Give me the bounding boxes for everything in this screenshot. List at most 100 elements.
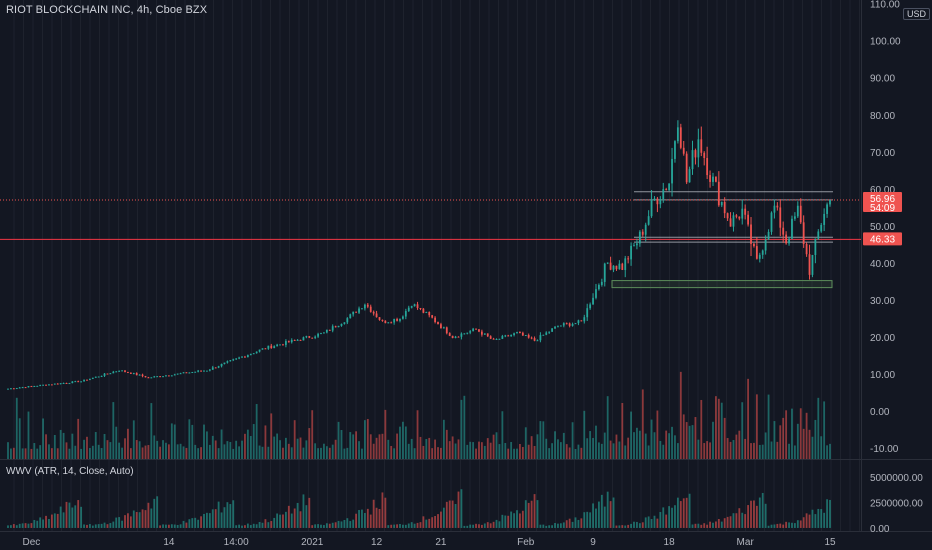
- candle-body: [586, 308, 589, 318]
- candle-body: [609, 262, 612, 270]
- candle-body: [521, 332, 524, 336]
- volume-bar: [33, 443, 36, 459]
- volume-bar: [279, 440, 281, 459]
- volume-bar: [311, 410, 314, 459]
- candle-body: [498, 338, 501, 340]
- wwv-bar: [311, 525, 314, 528]
- candle-body: [314, 336, 317, 338]
- wwv-bar: [53, 513, 56, 528]
- volume-bar: [138, 441, 141, 459]
- volume-bar: [77, 418, 80, 459]
- wwv-bar: [284, 511, 287, 528]
- candle-body: [413, 304, 416, 307]
- volume-bar: [829, 443, 831, 459]
- candle-body: [270, 345, 273, 349]
- volume-bar: [735, 434, 738, 459]
- candle-body: [165, 375, 167, 377]
- volume-bar: [352, 434, 355, 459]
- wwv-bar: [735, 513, 738, 528]
- time-axis[interactable]: Dec 14 14:00 2021 12 21 Feb 9 18 Mar 15: [23, 537, 836, 548]
- wwv-bar: [799, 520, 802, 528]
- wwv-bar: [577, 519, 580, 528]
- time-tick-label: 21: [435, 537, 447, 548]
- volume-bar: [644, 433, 647, 459]
- volume-bar: [636, 427, 638, 459]
- volume-bar: [715, 396, 717, 459]
- volume-bar: [595, 425, 597, 459]
- candle-body: [124, 370, 126, 372]
- wwv-bar: [106, 524, 109, 528]
- volume-bar: [290, 447, 293, 459]
- wwv-bar: [703, 523, 706, 528]
- candle-body: [829, 200, 831, 205]
- wwv-bar: [609, 501, 612, 528]
- candle-body: [434, 317, 436, 323]
- volume-bar: [495, 432, 498, 459]
- candle-body: [703, 152, 706, 158]
- candle-body: [399, 318, 401, 321]
- candle-body: [71, 381, 74, 384]
- wwv-bar: [557, 523, 559, 528]
- candle-body: [296, 339, 299, 341]
- candle-body: [402, 316, 404, 319]
- volume-bar: [463, 395, 466, 459]
- volume-bar: [296, 438, 299, 459]
- indicator-label[interactable]: WWV (ATR, 14, Close, Auto): [6, 466, 134, 477]
- wwv-bar: [644, 517, 647, 528]
- indicator-axis[interactable]: 5000000.00 2500000.00 0.00: [870, 473, 923, 535]
- wwv-bar: [112, 521, 115, 528]
- volume-bar: [363, 420, 366, 459]
- currency-label[interactable]: USD: [902, 8, 930, 20]
- candle-body: [720, 201, 723, 206]
- chart-title[interactable]: RIOT BLOCKCHAIN INC, 4h, Cboe BZX: [6, 4, 208, 16]
- volume-bar: [761, 444, 764, 459]
- price-axis[interactable]: 110.00 100.00 90.00 80.00 70.00 60.00 50.00 40.…: [870, 0, 901, 455]
- candle-body: [200, 370, 202, 372]
- volume-bar: [448, 441, 451, 459]
- volume-bar: [469, 441, 472, 459]
- volume-bar: [144, 445, 147, 459]
- candle-body: [305, 336, 308, 338]
- candle-body: [229, 360, 232, 362]
- wwv-bar: [45, 515, 47, 528]
- candle-body: [94, 376, 97, 378]
- volume-bar: [559, 442, 562, 459]
- wwv-bar: [68, 502, 71, 528]
- horizontal-levels[interactable]: [0, 191, 861, 289]
- candle-body: [554, 326, 556, 329]
- candle-body: [592, 297, 594, 305]
- candle-body: [407, 307, 410, 312]
- volume-bar: [615, 434, 618, 459]
- candle-body: [83, 379, 85, 382]
- wwv-bar: [80, 506, 83, 528]
- candle-body: [676, 127, 679, 142]
- wwv-bar: [460, 489, 463, 528]
- candle-body: [539, 335, 542, 341]
- wwv-bar: [86, 524, 88, 528]
- wwv-bar: [454, 504, 457, 528]
- candle-body: [510, 335, 513, 337]
- wwv-bar: [694, 523, 697, 528]
- wwv-bar: [77, 500, 80, 528]
- wwv-bar: [65, 501, 68, 528]
- wwv-bar: [753, 500, 755, 528]
- wwv-bar: [554, 523, 556, 528]
- candle-body: [352, 311, 355, 315]
- wwv-bar: [805, 513, 808, 528]
- candle-body: [284, 341, 287, 345]
- volume-bar: [533, 445, 536, 459]
- candle-body: [375, 313, 378, 318]
- candle-body: [480, 331, 483, 335]
- wwv-bar: [732, 513, 735, 528]
- wwv-bar: [463, 525, 466, 528]
- price-tick-label: 10.00: [870, 370, 895, 381]
- wwv-bar: [486, 522, 489, 528]
- wwv-bar: [764, 503, 767, 528]
- volume-bar: [542, 421, 545, 459]
- volume-bar: [755, 394, 758, 459]
- candle-body: [182, 372, 185, 374]
- wwv-bar: [308, 497, 311, 528]
- volume-bar: [656, 410, 659, 459]
- volume-bar: [808, 429, 811, 459]
